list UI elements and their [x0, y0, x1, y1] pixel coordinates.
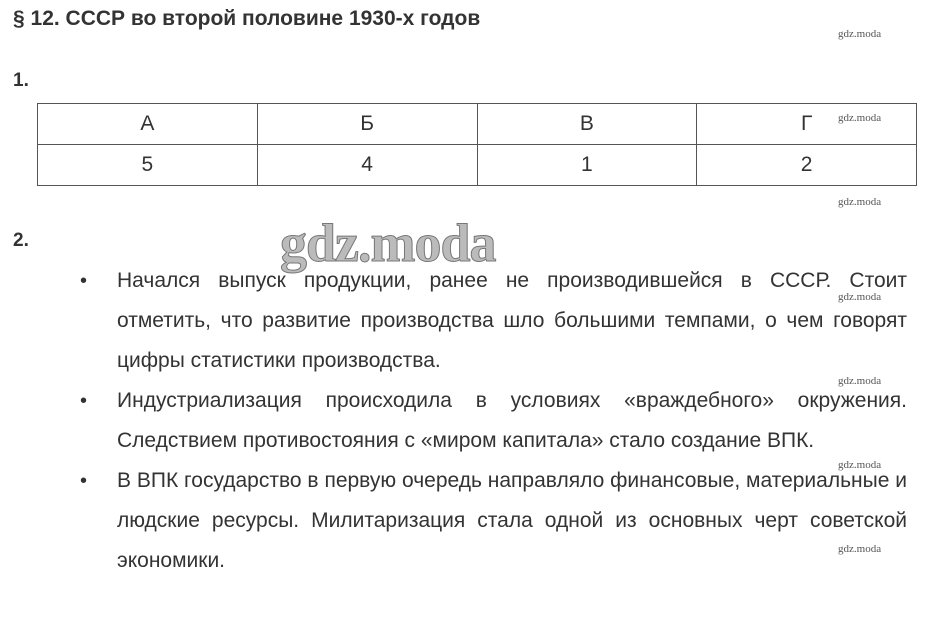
watermark: gdz.moda: [838, 28, 882, 40]
task-1-number: 1.: [13, 70, 29, 91]
answer-list: Начался выпуск продукции, ранее не произ…: [80, 261, 907, 581]
watermark: gdz.moda: [838, 112, 882, 124]
list-item: Начался выпуск продукции, ранее не произ…: [80, 261, 907, 381]
watermark: gdz.moda: [838, 196, 882, 208]
list-item: В ВПК государство в первую очередь напра…: [80, 461, 907, 581]
table-header-row: А Б В Г: [37, 103, 917, 145]
table-row: 5 4 1 2: [37, 144, 917, 186]
table-header-cell: Б: [256, 103, 478, 145]
task-2-number: 2.: [13, 230, 29, 251]
table-header-cell: В: [476, 103, 698, 145]
page-title: § 12. СССР во второй половине 1930-х год…: [13, 7, 481, 30]
table-cell: 2: [696, 144, 917, 186]
table-header-cell: А: [37, 103, 258, 145]
table-cell: 4: [256, 144, 478, 186]
watermark: gdz.moda: [838, 459, 882, 471]
answer-table: А Б В Г 5 4 1 2: [37, 103, 917, 186]
watermark: gdz.moda: [838, 291, 882, 303]
watermark: gdz.moda: [838, 375, 882, 387]
table-cell: 1: [476, 144, 698, 186]
list-item: Индустриализация происходила в условиях …: [80, 381, 907, 461]
watermark: gdz.moda: [838, 543, 882, 555]
table-header-cell: Г: [696, 103, 917, 145]
table-cell: 5: [37, 144, 258, 186]
